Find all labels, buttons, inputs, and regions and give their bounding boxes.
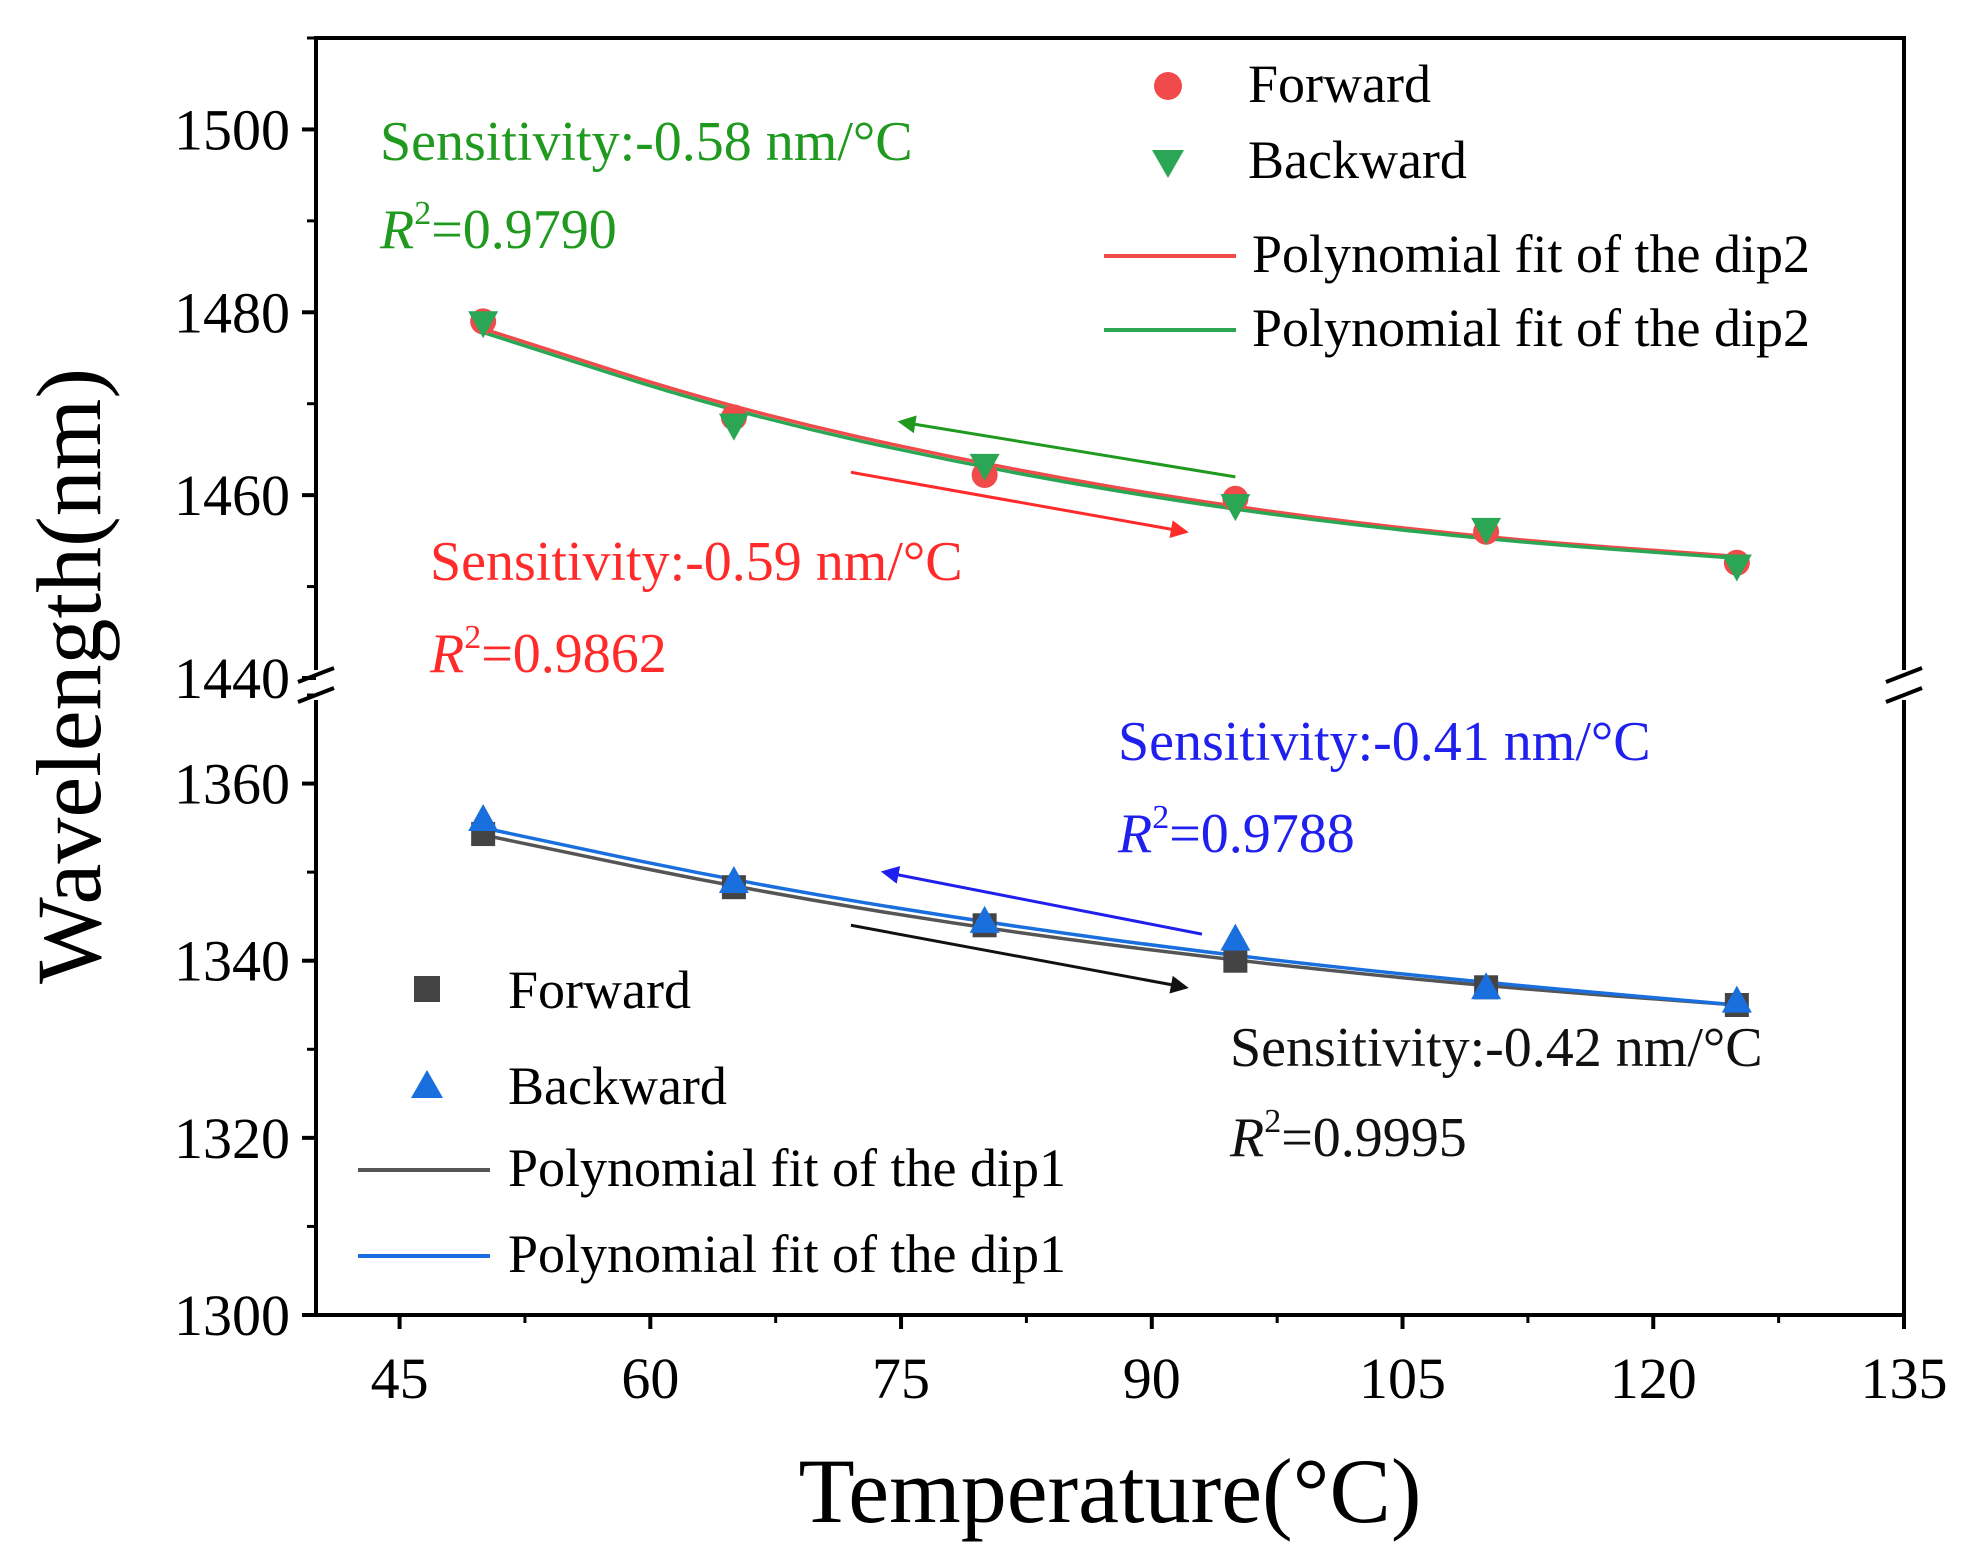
annotation-black-sensitivity: Sensitivity:-0.42 nm/°C <box>1230 1017 1763 1079</box>
y-tick-label: 1320 <box>174 1106 290 1171</box>
data-point-dip1-backward <box>969 905 1000 933</box>
legend-dip1-label: Polynomial fit of the dip1 <box>508 1224 1066 1284</box>
y-tick-label: 1340 <box>174 929 290 994</box>
annotation-green: Sensitivity:-0.58 nm/°C R2=0.9790 <box>379 111 913 261</box>
legend-dip1-label: Polynomial fit of the dip1 <box>508 1138 1066 1198</box>
fit-line <box>482 826 1737 1007</box>
annotation-red-r2: R2=0.9862 <box>429 619 667 685</box>
legend-dip2-label: Backward <box>1248 130 1467 190</box>
y-axis-title: Wavelength(nm) <box>18 368 120 984</box>
data-point-dip2-backward <box>718 413 749 441</box>
legend-dip2: Forward Backward Polynomial fit of the d… <box>1104 54 1810 358</box>
r2-value: =0.9788 <box>1169 803 1355 865</box>
x-tick-label: 135 <box>1861 1346 1948 1411</box>
annotation-blue-sensitivity: Sensitivity:-0.41 nm/°C <box>1118 711 1651 773</box>
fit-line <box>482 327 1737 559</box>
direction-arrow <box>897 415 1236 479</box>
r2-exponent: 2 <box>1152 799 1169 836</box>
fit-line <box>482 833 1737 1007</box>
fit-line <box>482 330 1737 560</box>
x-tick-label: 60 <box>621 1346 679 1411</box>
annotation-blue: Sensitivity:-0.41 nm/°C R2=0.9788 <box>1117 711 1651 865</box>
r2-exponent: 2 <box>1264 1103 1281 1140</box>
data-point-dip2-backward <box>1220 494 1251 522</box>
legend-forward-square-marker <box>414 976 440 1002</box>
y-tick-label: 1360 <box>174 752 290 817</box>
legend-forward-circle-marker <box>1154 72 1182 100</box>
r2-symbol: R <box>1229 1107 1264 1169</box>
legend-dip2-label: Polynomial fit of the dip2 <box>1252 298 1810 358</box>
data-point-dip1-backward <box>1721 985 1752 1013</box>
r2-value: =0.9995 <box>1281 1107 1467 1169</box>
r2-exponent: 2 <box>414 195 431 232</box>
legend-dip1-label: Forward <box>508 960 691 1020</box>
axis-break-mark <box>1885 686 1923 704</box>
axis-break-mark <box>1885 666 1923 684</box>
r2-value: =0.9862 <box>481 623 667 685</box>
legend-dip2-label: Polynomial fit of the dip2 <box>1252 224 1810 284</box>
annotation-green-sensitivity: Sensitivity:-0.58 nm/°C <box>380 111 913 173</box>
r2-symbol: R <box>1117 803 1152 865</box>
data-point-dip1-backward <box>1471 972 1502 1000</box>
x-tick-label: 45 <box>371 1346 429 1411</box>
annotation-red-sensitivity: Sensitivity:-0.59 nm/°C <box>430 531 963 593</box>
x-tick-label: 120 <box>1610 1346 1697 1411</box>
y-tick-label: 1500 <box>174 97 290 162</box>
y-tick-label: 1300 <box>174 1283 290 1348</box>
data-point-dip2-backward <box>1721 554 1752 582</box>
legend-backward-triangle-down-marker <box>1152 150 1184 178</box>
r2-value: =0.9790 <box>431 199 617 261</box>
legend-dip2-label: Forward <box>1248 54 1431 114</box>
x-tick-label: 90 <box>1123 1346 1181 1411</box>
data-point-dip1-backward <box>718 866 749 893</box>
legend-dip1: Forward Backward Polynomial fit of the d… <box>358 960 1066 1284</box>
data-point-dip2-backward <box>1471 517 1502 545</box>
r2-symbol: R <box>429 623 464 685</box>
y-tick-label: 1440 <box>174 646 290 711</box>
data-point-dip1-forward <box>1223 948 1248 973</box>
legend-backward-triangle-up-marker <box>411 1070 443 1098</box>
data-point-dip1-backward <box>468 804 499 831</box>
annotation-black: Sensitivity:-0.42 nm/°C R2=0.9995 <box>1229 1017 1763 1169</box>
r2-symbol: R <box>379 199 414 261</box>
annotation-blue-r2: R2=0.9788 <box>1117 799 1355 865</box>
annotation-red: Sensitivity:-0.59 nm/°C R2=0.9862 <box>429 531 963 685</box>
data-point-dip2-backward <box>969 453 1000 481</box>
r2-exponent: 2 <box>464 619 481 656</box>
data-point-dip1-backward <box>1220 923 1251 951</box>
annotation-green-r2: R2=0.9790 <box>379 195 617 261</box>
x-tick-label: 105 <box>1359 1346 1446 1411</box>
y-tick-label: 1480 <box>174 280 290 345</box>
x-axis-title: Temperature(°C) <box>799 1440 1422 1542</box>
direction-arrow <box>850 470 1189 539</box>
data-point-dip2-backward <box>468 311 499 339</box>
annotation-black-r2: R2=0.9995 <box>1229 1103 1467 1169</box>
direction-arrow <box>880 866 1203 936</box>
direction-arrow <box>850 923 1189 994</box>
y-tick-label: 1460 <box>174 463 290 528</box>
x-tick-label: 75 <box>872 1346 930 1411</box>
legend-dip1-label: Backward <box>508 1056 727 1116</box>
